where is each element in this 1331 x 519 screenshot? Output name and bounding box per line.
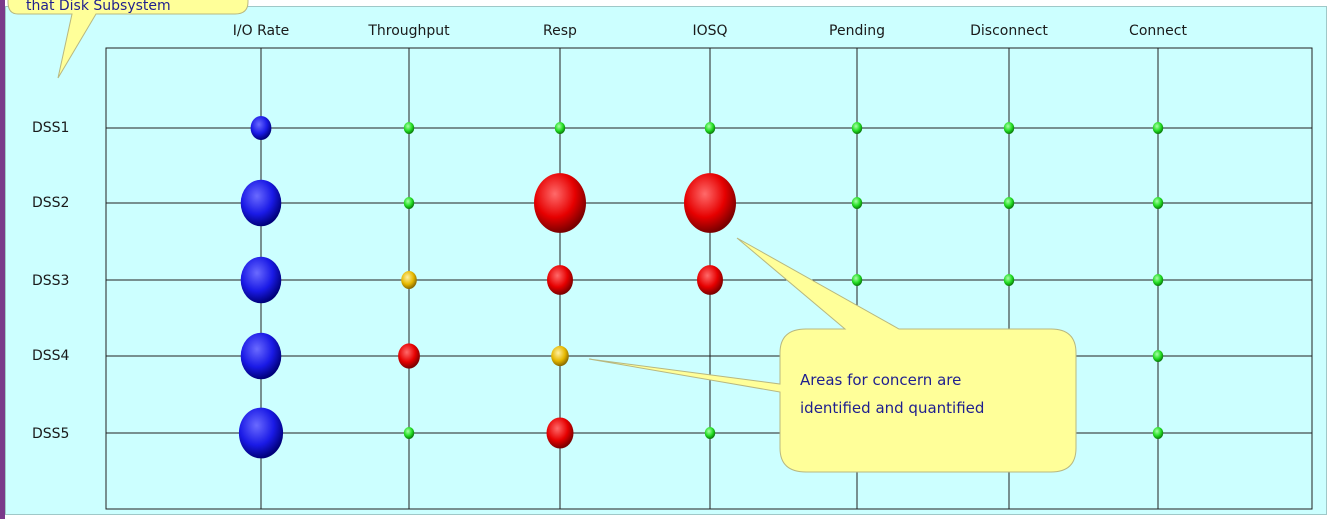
bubble-dss4-resp	[551, 345, 569, 367]
callout-text-line-2: identified and quantified	[800, 399, 984, 417]
column-label: Pending	[829, 23, 885, 39]
bubble-dss1-connect	[1152, 122, 1164, 134]
column-label: IOSQ	[692, 23, 727, 39]
bubble-dss2-resp	[534, 173, 586, 233]
column-label: Resp	[543, 23, 577, 39]
bubble-dss4-throughput	[398, 343, 420, 369]
bubble-dss4-iorate	[240, 332, 282, 380]
column-labels: I/O Rate Throughput Resp IOSQ Pending Di…	[233, 23, 1188, 39]
bubble-dss1-throughput	[403, 122, 415, 134]
row-label: DSS1	[32, 120, 69, 136]
column-label: Throughput	[367, 23, 450, 39]
bubble-dss2-throughput	[403, 197, 415, 209]
bubble-dss5-iorate	[238, 407, 284, 459]
callout-shape	[588, 237, 1077, 473]
bubble-dss2-disconnect	[1003, 197, 1015, 209]
bubble-dss3-connect	[1152, 274, 1164, 286]
bubble-dss1-pending	[851, 122, 863, 134]
bubble-dss3-iosq	[697, 265, 723, 295]
bubble-dss1-iorate	[250, 116, 272, 140]
bubble-dss3-resp	[547, 265, 573, 295]
bubble-dss3-pending	[851, 274, 863, 286]
bubble-dss1-resp	[554, 122, 566, 134]
column-label: Disconnect	[970, 23, 1048, 39]
grid-frame	[105, 47, 1313, 510]
bubbles	[238, 116, 1164, 459]
row-label: DSS5	[32, 426, 69, 442]
column-label: I/O Rate	[233, 23, 289, 39]
bubble-dss2-iorate	[240, 179, 282, 227]
bubble-dss2-pending	[851, 197, 863, 209]
bubble-dss2-iosq	[684, 173, 736, 233]
bubble-dss5-connect	[1152, 427, 1164, 439]
bubble-dss3-disconnect	[1003, 274, 1015, 286]
bubble-dss5-throughput	[403, 427, 415, 439]
callout-text-line-1: Areas for concern are	[800, 371, 961, 389]
bubble-dss5-iosq	[704, 427, 716, 439]
bubble-dss2-connect	[1152, 197, 1164, 209]
concern-callout: Areas for concern are identified and qua…	[588, 237, 1077, 473]
bubble-dss5-resp	[546, 417, 574, 449]
bubble-matrix-chart: I/O Rate Throughput Resp IOSQ Pending Di…	[32, 23, 1313, 510]
bubble-dss1-iosq	[704, 122, 716, 134]
callout-shape	[7, 0, 249, 79]
bubble-dss4-connect	[1152, 350, 1164, 362]
bubble-dss3-throughput	[401, 271, 417, 289]
row-labels: DSS1 DSS2 DSS3 DSS4 DSS5	[32, 120, 70, 442]
row-label: DSS2	[32, 195, 69, 211]
bubble-dss1-disconnect	[1003, 122, 1015, 134]
chart-panel: I/O Rate Throughput Resp IOSQ Pending Di…	[5, 6, 1327, 515]
column-label: Connect	[1129, 23, 1187, 39]
bubble-dss3-iorate	[240, 256, 282, 304]
subsystem-callout: that Disk Subsystem	[7, 0, 249, 79]
left-accent-bar	[0, 0, 5, 519]
callout-text: that Disk Subsystem	[26, 0, 171, 14]
row-label: DSS4	[32, 348, 70, 364]
row-label: DSS3	[32, 273, 69, 289]
